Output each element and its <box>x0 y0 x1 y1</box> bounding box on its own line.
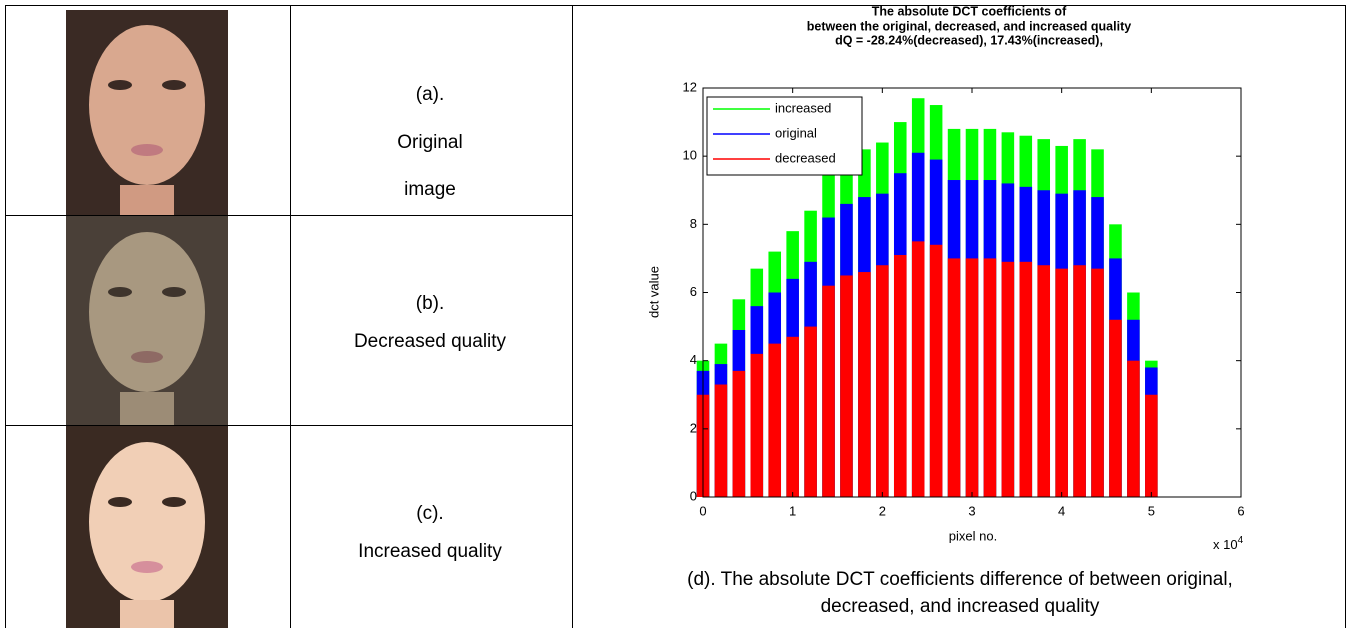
x-multiplier: x 104 <box>1213 535 1244 553</box>
bar <box>840 275 853 497</box>
y-tick-label: 12 <box>683 79 697 94</box>
x-tick-label: 0 <box>699 503 706 518</box>
face-original <box>66 10 228 215</box>
bar <box>804 326 817 497</box>
caption: image <box>404 179 456 200</box>
bar <box>750 353 764 497</box>
y-tick-label: 0 <box>690 488 697 503</box>
face-increased <box>66 426 228 628</box>
table-borders <box>5 5 1346 628</box>
bar <box>983 258 997 497</box>
figure-caption: (d). The absolute DCT coefficients diffe… <box>687 569 1233 590</box>
caption: Increased quality <box>358 541 502 562</box>
bar <box>768 343 782 497</box>
y-tick-label: 8 <box>690 216 697 231</box>
bar <box>965 258 979 497</box>
caption: (a). <box>416 84 445 105</box>
y-axis-label: dct value <box>646 266 661 318</box>
caption: (c). <box>416 503 443 524</box>
x-tick-label: 2 <box>879 503 886 518</box>
y-tick-label: 4 <box>690 352 697 367</box>
bar <box>947 258 961 497</box>
chart-title: dQ = -28.24%(decreased), 17.43%(increase… <box>835 33 1103 47</box>
x-multiplier-base: x 10 <box>1213 537 1238 552</box>
bar <box>1073 265 1086 497</box>
bar <box>911 241 925 497</box>
bar <box>1001 261 1015 497</box>
bar <box>822 285 835 497</box>
caption: (b). <box>416 293 445 314</box>
x-tick-label: 4 <box>1058 503 1065 518</box>
chart-title: between the original, decreased, and inc… <box>807 19 1131 33</box>
y-tick-label: 6 <box>690 284 697 299</box>
x-multiplier-exp: 4 <box>1238 535 1244 546</box>
figure-caption: decreased, and increased quality <box>821 596 1100 617</box>
bar <box>1019 261 1033 497</box>
legend-label: increased <box>775 100 831 115</box>
bar <box>929 244 943 497</box>
x-tick-label: 1 <box>789 503 796 518</box>
bar <box>786 336 799 497</box>
bar <box>732 370 746 497</box>
bar <box>1145 394 1158 497</box>
bar <box>1091 268 1104 497</box>
x-axis-label: pixel no. <box>949 528 997 543</box>
bar <box>1037 265 1051 497</box>
legend-label: original <box>775 125 817 140</box>
face-decreased <box>66 216 228 425</box>
chart-title: The absolute DCT coefficients of <box>872 4 1067 18</box>
bar <box>876 265 889 497</box>
caption: Decreased quality <box>354 331 507 352</box>
caption: Original <box>397 132 462 153</box>
y-tick-label: 10 <box>683 148 697 163</box>
bar <box>1109 319 1122 497</box>
x-tick-label: 3 <box>968 503 975 518</box>
legend-box <box>706 96 863 176</box>
x-tick-label: 6 <box>1237 503 1244 518</box>
bar <box>1055 268 1068 497</box>
bar <box>1127 360 1140 497</box>
bar <box>714 384 728 497</box>
bar <box>858 272 871 497</box>
bar <box>893 255 907 497</box>
legend-label: decreased <box>775 150 836 165</box>
y-tick-label: 2 <box>690 420 697 435</box>
x-tick-label: 5 <box>1148 503 1155 518</box>
